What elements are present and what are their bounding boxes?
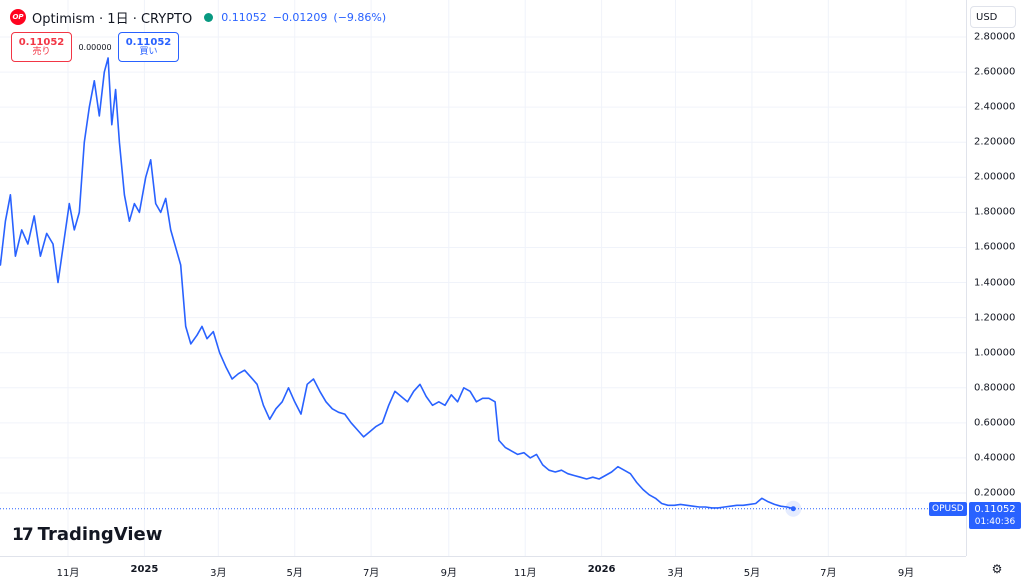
- currency-select[interactable]: USD: [970, 6, 1016, 28]
- price-axis[interactable]: [966, 0, 1024, 556]
- symbol-price-tag: OPUSD: [929, 502, 967, 516]
- y-tick-label: 1.60000: [974, 241, 1016, 253]
- x-tick-label: 2026: [587, 564, 616, 575]
- y-tick-label: 0.80000: [974, 382, 1016, 394]
- y-tick-label: 2.40000: [974, 101, 1016, 113]
- x-tick-label: 11月: [513, 568, 537, 579]
- last-price-value: 0.11052: [974, 504, 1016, 515]
- sell-label: 売り: [32, 46, 51, 57]
- tradingview-logo-icon: 17: [12, 524, 34, 545]
- x-tick-label: 2025: [130, 564, 159, 575]
- bar-countdown: 01:40:36: [974, 517, 1016, 527]
- y-tick-label: 0.40000: [974, 452, 1016, 464]
- x-tick-label: 3月: [210, 568, 227, 579]
- y-tick-label: 1.00000: [974, 347, 1016, 359]
- last-point-marker[interactable]: [790, 506, 796, 512]
- optimism-logo-icon: OP: [10, 9, 26, 25]
- legend-change: −0.01209: [272, 10, 328, 24]
- y-tick-label: 2.00000: [974, 171, 1016, 183]
- y-tick-label: 0.60000: [974, 417, 1016, 429]
- x-tick-label: 7月: [820, 568, 837, 579]
- grid-lines: [0, 0, 966, 556]
- x-tick-label: 7月: [362, 568, 380, 579]
- trade-panel: 0.11052 売り 0.00000 0.11052 買い: [11, 32, 179, 62]
- sell-button[interactable]: 0.11052 売り: [11, 32, 72, 62]
- legend-change-pct: (−9.86%): [333, 10, 387, 24]
- sell-price: 0.11052: [18, 36, 65, 48]
- y-tick-label: 2.60000: [974, 66, 1016, 78]
- buy-price: 0.11052: [125, 36, 172, 48]
- chart-legend: OP Optimism · 1日 · CRYPTO 0.11052 −0.012…: [10, 6, 386, 28]
- y-tick-label: 1.80000: [974, 206, 1016, 218]
- x-tick-label: 11月: [56, 568, 80, 579]
- legend-values: 0.11052 −0.01209 (−9.86%): [221, 11, 386, 24]
- market-status-icon[interactable]: [204, 12, 214, 22]
- tradingview-wordmark: TradingView: [37, 524, 163, 545]
- last-price-tag: 0.11052 01:40:36: [969, 502, 1021, 529]
- y-tick-label: 1.40000: [974, 277, 1016, 289]
- x-tick-label: 9月: [440, 568, 457, 579]
- settings-icon[interactable]: ⚙: [991, 562, 1003, 576]
- legend-last-price: 0.11052: [221, 10, 267, 24]
- y-tick-label: 2.80000: [974, 31, 1016, 43]
- series-layer: [0, 57, 966, 517]
- y-tick-label: 0.20000: [974, 487, 1016, 499]
- buy-button[interactable]: 0.11052 買い: [118, 32, 179, 62]
- x-tick-label: 9月: [897, 568, 915, 579]
- x-tick-label: 5月: [286, 568, 303, 579]
- x-tick-label: 3月: [667, 568, 684, 579]
- x-tick-label: 5月: [743, 568, 761, 579]
- buy-label: 買い: [139, 46, 158, 57]
- spread-value: 0.00000: [78, 42, 112, 52]
- time-axis[interactable]: [0, 556, 966, 584]
- y-tick-label: 2.20000: [974, 136, 1016, 148]
- series-line-opusd[interactable]: [0, 57, 794, 510]
- symbol-title[interactable]: Optimism · 1日 · CRYPTO: [32, 11, 193, 27]
- tradingview-watermark[interactable]: 17 TradingView: [12, 524, 162, 545]
- y-tick-label: 1.20000: [974, 312, 1016, 324]
